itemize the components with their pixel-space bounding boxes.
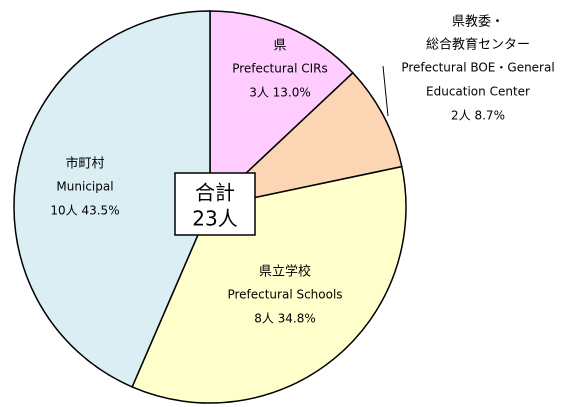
slice-label: 市町村 <box>65 156 104 172</box>
slice-label-en: Municipal <box>56 180 113 194</box>
pie-slice <box>131 165 407 404</box>
value-label: 8人 34.8% <box>254 312 316 326</box>
slice-label-en: Prefectural Schools <box>227 288 342 302</box>
pie <box>13 10 407 404</box>
slice-label: 県 <box>273 39 286 54</box>
value-label: 3人 13.0% <box>249 86 311 100</box>
center-title: 合計 <box>195 181 235 205</box>
slice-label-en: Prefectural BOE・General <box>401 61 554 75</box>
value-label: 10人 43.5% <box>50 204 119 218</box>
pie-slice <box>207 71 403 209</box>
slice-label-en: Education Center <box>426 85 530 99</box>
center-box <box>174 172 256 236</box>
leader-line <box>382 65 389 117</box>
pie-slice <box>13 10 211 388</box>
slice-label: 県教委・ <box>452 14 504 30</box>
center-total: 23人 <box>192 207 237 231</box>
slice-label-en: Prefectural CIRs <box>232 62 328 76</box>
slice-label: 総合教育センター <box>426 37 530 53</box>
slice-label: 県立学校 <box>259 264 311 280</box>
pie-slice <box>209 10 354 209</box>
value-label: 2人 8.7% <box>451 109 505 123</box>
